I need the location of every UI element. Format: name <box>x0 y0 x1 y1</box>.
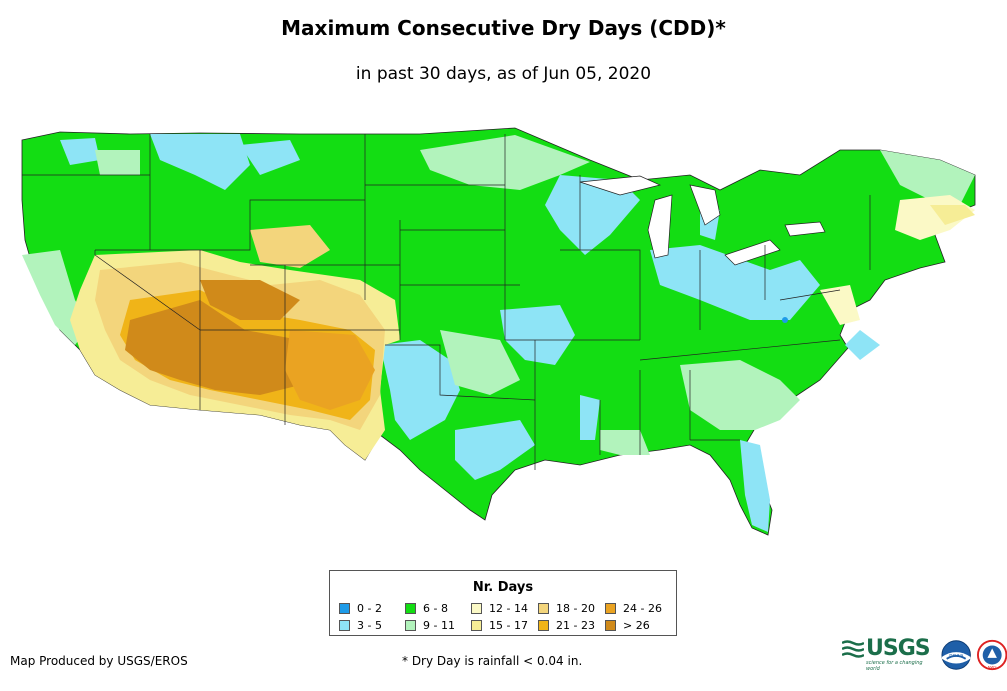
legend-item-gt-26: > 26 <box>605 619 650 632</box>
legend-label: 6 - 8 <box>423 602 448 615</box>
legend-item-3-5: 3 - 5 <box>339 619 382 632</box>
legend-label: 3 - 5 <box>357 619 382 632</box>
legend-swatch <box>605 603 616 614</box>
map-credit: Map Produced by USGS/EROS <box>10 654 188 668</box>
legend-label: 9 - 11 <box>423 619 455 632</box>
legend-item-21-23: 21 - 23 <box>538 619 595 632</box>
state-boundaries <box>22 134 871 470</box>
legend-label: 12 - 14 <box>489 602 528 615</box>
legend-item-24-26: 24 - 26 <box>605 602 662 615</box>
usgs-tagline: science for a changing world <box>866 660 923 672</box>
legend-swatch <box>339 620 350 631</box>
usgs-waves-icon <box>842 640 864 658</box>
agency-logos: USGS science for a changing world noaa N… <box>842 638 1007 672</box>
zone-0-2 <box>782 317 788 323</box>
map-title: Maximum Consecutive Dry Days (CDD)* <box>281 16 726 40</box>
legend-swatch <box>405 603 416 614</box>
legend: Nr. Days 0 - 2 3 - 5 6 - 8 9 - 11 12 - 1… <box>329 570 677 636</box>
legend-swatch <box>538 620 549 631</box>
legend-title: Nr. Days <box>472 580 534 595</box>
legend-item-12-14: 12 - 14 <box>471 602 528 615</box>
dry-day-footnote: * Dry Day is rainfall < 0.04 in. <box>402 654 583 668</box>
legend-item-15-17: 15 - 17 <box>471 619 528 632</box>
legend-item-9-11: 9 - 11 <box>405 619 455 632</box>
legend-label: 21 - 23 <box>556 619 595 632</box>
legend-label: 0 - 2 <box>357 602 382 615</box>
legend-item-6-8: 6 - 8 <box>405 602 448 615</box>
legend-label: > 26 <box>623 619 650 632</box>
zone-northeast <box>820 195 975 325</box>
great-lakes <box>579 175 826 266</box>
legend-swatch <box>471 603 482 614</box>
legend-item-18-20: 18 - 20 <box>538 602 595 615</box>
legend-item-0-2: 0 - 2 <box>339 602 382 615</box>
map-subtitle: in past 30 days, as of Jun 05, 2020 <box>355 64 652 84</box>
noaa-wordmark: noaa <box>949 653 963 659</box>
zone-dry-southwest <box>70 225 400 460</box>
legend-swatch <box>405 620 416 631</box>
legend-label: 18 - 20 <box>556 602 595 615</box>
legend-swatch <box>605 620 616 631</box>
legend-swatch <box>471 620 482 631</box>
usgs-wordmark: USGS <box>866 636 931 661</box>
legend-swatch <box>538 603 549 614</box>
noaa-logo: noaa <box>941 640 971 670</box>
cdd-map <box>21 127 976 536</box>
nws-wordmark: NWS <box>988 664 998 669</box>
usgs-logo: USGS science for a changing world <box>842 638 933 672</box>
legend-label: 24 - 26 <box>623 602 662 615</box>
legend-swatch <box>339 603 350 614</box>
legend-label: 15 - 17 <box>489 619 528 632</box>
nws-logo: NWS <box>977 639 1007 671</box>
